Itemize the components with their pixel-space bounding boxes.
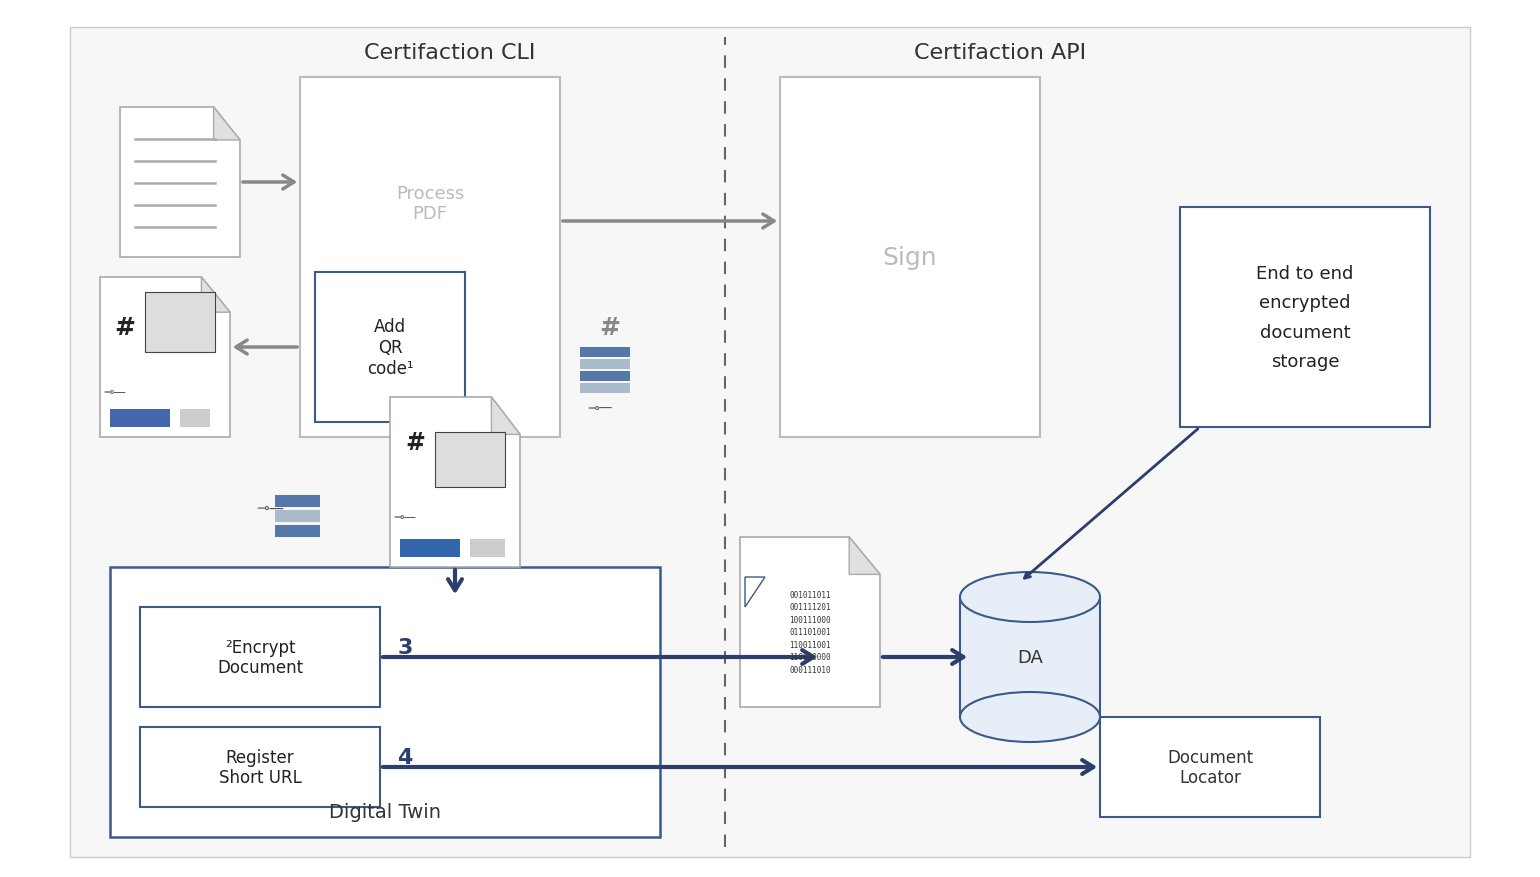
FancyBboxPatch shape bbox=[109, 410, 169, 427]
FancyBboxPatch shape bbox=[959, 597, 1100, 717]
Polygon shape bbox=[214, 108, 240, 141]
FancyBboxPatch shape bbox=[400, 539, 460, 558]
Ellipse shape bbox=[959, 692, 1100, 742]
Text: Certifaction CLI: Certifaction CLI bbox=[365, 43, 536, 63]
FancyBboxPatch shape bbox=[581, 383, 630, 394]
Text: Sign: Sign bbox=[882, 246, 938, 270]
FancyBboxPatch shape bbox=[581, 372, 630, 381]
Polygon shape bbox=[741, 538, 879, 707]
FancyBboxPatch shape bbox=[140, 607, 380, 707]
Text: ⊸—: ⊸— bbox=[256, 500, 283, 515]
FancyBboxPatch shape bbox=[779, 78, 1040, 438]
FancyBboxPatch shape bbox=[109, 567, 661, 837]
Text: ⊸—: ⊸— bbox=[587, 401, 613, 415]
Polygon shape bbox=[745, 577, 765, 607]
Text: Digital Twin: Digital Twin bbox=[330, 802, 440, 822]
Text: Add
QR
code¹: Add QR code¹ bbox=[367, 317, 413, 377]
FancyBboxPatch shape bbox=[1180, 208, 1431, 427]
Polygon shape bbox=[202, 278, 229, 313]
Polygon shape bbox=[491, 397, 521, 435]
FancyBboxPatch shape bbox=[300, 78, 561, 438]
Polygon shape bbox=[100, 278, 229, 438]
Text: 4: 4 bbox=[397, 747, 413, 767]
FancyBboxPatch shape bbox=[1100, 717, 1320, 817]
Polygon shape bbox=[120, 108, 240, 258]
FancyBboxPatch shape bbox=[434, 432, 505, 488]
Text: ²Encrypt
Document: ²Encrypt Document bbox=[217, 638, 303, 677]
Text: DA: DA bbox=[1016, 648, 1043, 667]
Text: Certifaction API: Certifaction API bbox=[913, 43, 1086, 63]
FancyBboxPatch shape bbox=[276, 496, 320, 508]
FancyBboxPatch shape bbox=[276, 525, 320, 538]
FancyBboxPatch shape bbox=[581, 360, 630, 369]
Text: #: # bbox=[114, 316, 136, 339]
Text: Process
PDF: Process PDF bbox=[396, 184, 464, 223]
Text: ⊸—: ⊸— bbox=[394, 511, 416, 524]
Text: ⊸—: ⊸— bbox=[103, 386, 126, 399]
FancyBboxPatch shape bbox=[581, 347, 630, 358]
FancyBboxPatch shape bbox=[140, 727, 380, 807]
Text: 001011011
001111201
100111000
011101001
110011001
110010000
000111010: 001011011 001111201 100111000 011101001 … bbox=[788, 590, 830, 674]
Ellipse shape bbox=[959, 573, 1100, 623]
Text: #: # bbox=[599, 316, 621, 339]
FancyBboxPatch shape bbox=[180, 410, 209, 427]
Text: #: # bbox=[405, 431, 425, 454]
Text: 3: 3 bbox=[397, 638, 413, 657]
FancyBboxPatch shape bbox=[470, 539, 505, 558]
Polygon shape bbox=[390, 397, 521, 567]
FancyBboxPatch shape bbox=[316, 273, 465, 423]
Text: Register
Short URL: Register Short URL bbox=[219, 748, 302, 787]
FancyBboxPatch shape bbox=[69, 28, 1471, 857]
FancyBboxPatch shape bbox=[145, 293, 216, 353]
Text: End to end
encrypted
document
storage: End to end encrypted document storage bbox=[1257, 265, 1354, 370]
Text: Document
Locator: Document Locator bbox=[1167, 748, 1254, 787]
Polygon shape bbox=[849, 538, 879, 574]
FancyBboxPatch shape bbox=[276, 510, 320, 523]
